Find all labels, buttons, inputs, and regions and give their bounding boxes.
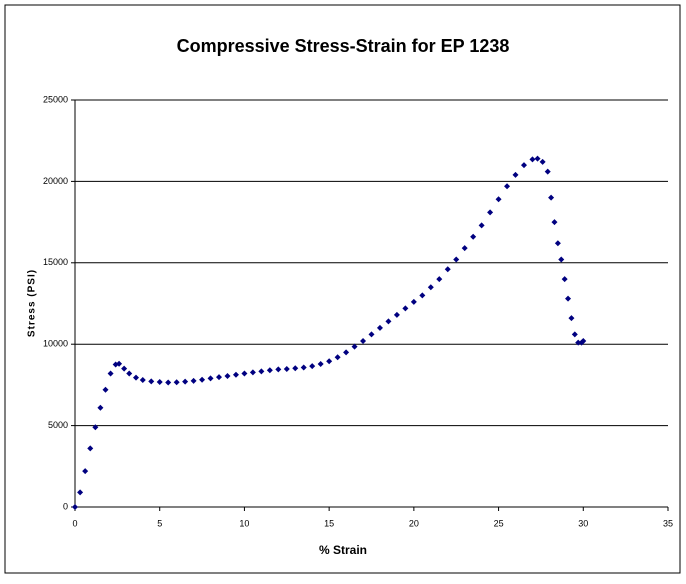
data-point: [554, 240, 561, 247]
data-point: [334, 354, 341, 361]
data-point: [72, 504, 78, 510]
data-point: [82, 468, 89, 475]
data-point: [326, 358, 333, 365]
data-point: [258, 368, 265, 375]
data-point: [97, 404, 104, 411]
x-axis-label: % Strain: [319, 543, 367, 557]
y-axis-label: Stress (PSI): [27, 269, 38, 337]
data-point: [436, 276, 443, 283]
data-point: [275, 366, 282, 373]
data-point: [249, 369, 256, 376]
y-tick-label: 0: [63, 501, 68, 511]
data-point: [300, 364, 307, 371]
x-tick-label: 5: [157, 518, 162, 528]
data-point: [453, 256, 460, 263]
data-point: [534, 155, 541, 162]
data-point: [182, 378, 189, 385]
data-point: [529, 156, 536, 163]
data-point: [241, 370, 248, 377]
data-point: [190, 377, 197, 384]
x-tick-label: 10: [239, 518, 249, 528]
y-tick-label: 15000: [43, 257, 68, 267]
data-point: [207, 375, 214, 382]
data-point: [548, 194, 555, 201]
data-point: [360, 337, 367, 344]
data-point: [107, 370, 114, 377]
data-point: [427, 284, 434, 291]
data-point: [368, 331, 375, 338]
x-tick-label: 0: [72, 518, 77, 528]
data-point: [478, 222, 485, 229]
data-point: [92, 424, 99, 431]
x-tick-label: 35: [663, 518, 673, 528]
data-point: [87, 445, 94, 452]
data-point: [165, 379, 172, 386]
data-point: [385, 318, 392, 325]
chart-title: Compressive Stress-Strain for EP 1238: [177, 36, 510, 56]
chart-border: [4, 4, 681, 574]
data-point: [77, 489, 84, 496]
data-point: [444, 266, 451, 273]
x-tick-label: 15: [324, 518, 334, 528]
data-point: [132, 374, 139, 381]
data-point: [504, 183, 511, 190]
data-point: [126, 370, 133, 377]
data-point: [402, 305, 409, 312]
data-point: [216, 374, 223, 381]
data-point: [520, 162, 527, 169]
data-point: [317, 361, 324, 368]
data-point: [575, 339, 582, 346]
y-tick-label: 25000: [43, 94, 68, 104]
data-point: [224, 372, 231, 379]
data-point: [561, 276, 568, 283]
data-point: [470, 233, 477, 240]
data-point: [173, 379, 180, 386]
data-point: [351, 343, 358, 350]
x-tick-label: 20: [409, 518, 419, 528]
data-point: [232, 371, 239, 378]
data-point: [461, 245, 468, 252]
data-point: [148, 378, 155, 385]
data-point: [571, 331, 578, 338]
data-point: [156, 378, 163, 385]
x-tick-label: 25: [494, 518, 504, 528]
data-point: [410, 298, 417, 305]
y-tick-label: 20000: [43, 176, 68, 186]
data-point: [283, 365, 290, 372]
data-point: [551, 219, 558, 226]
data-point: [139, 377, 146, 384]
data-point: [419, 292, 426, 299]
data-point: [544, 168, 551, 175]
data-point: [292, 365, 299, 372]
data-point: [487, 209, 494, 216]
data-point: [495, 196, 502, 203]
data-point: [199, 376, 206, 383]
data-point: [558, 256, 565, 263]
data-point: [266, 367, 273, 374]
data-point: [512, 171, 519, 178]
data-point: [121, 365, 128, 372]
data-point: [539, 158, 546, 165]
y-tick-label: 5000: [48, 420, 68, 430]
data-point: [116, 360, 123, 367]
x-tick-label: 30: [578, 518, 588, 528]
y-tick-label: 10000: [43, 339, 68, 349]
data-point: [568, 315, 575, 322]
data-point: [309, 363, 316, 370]
data-point: [376, 324, 383, 331]
data-point: [565, 295, 572, 302]
data-point: [102, 386, 109, 393]
data-point: [393, 311, 400, 318]
data-point: [580, 337, 587, 344]
data-point: [343, 349, 350, 356]
